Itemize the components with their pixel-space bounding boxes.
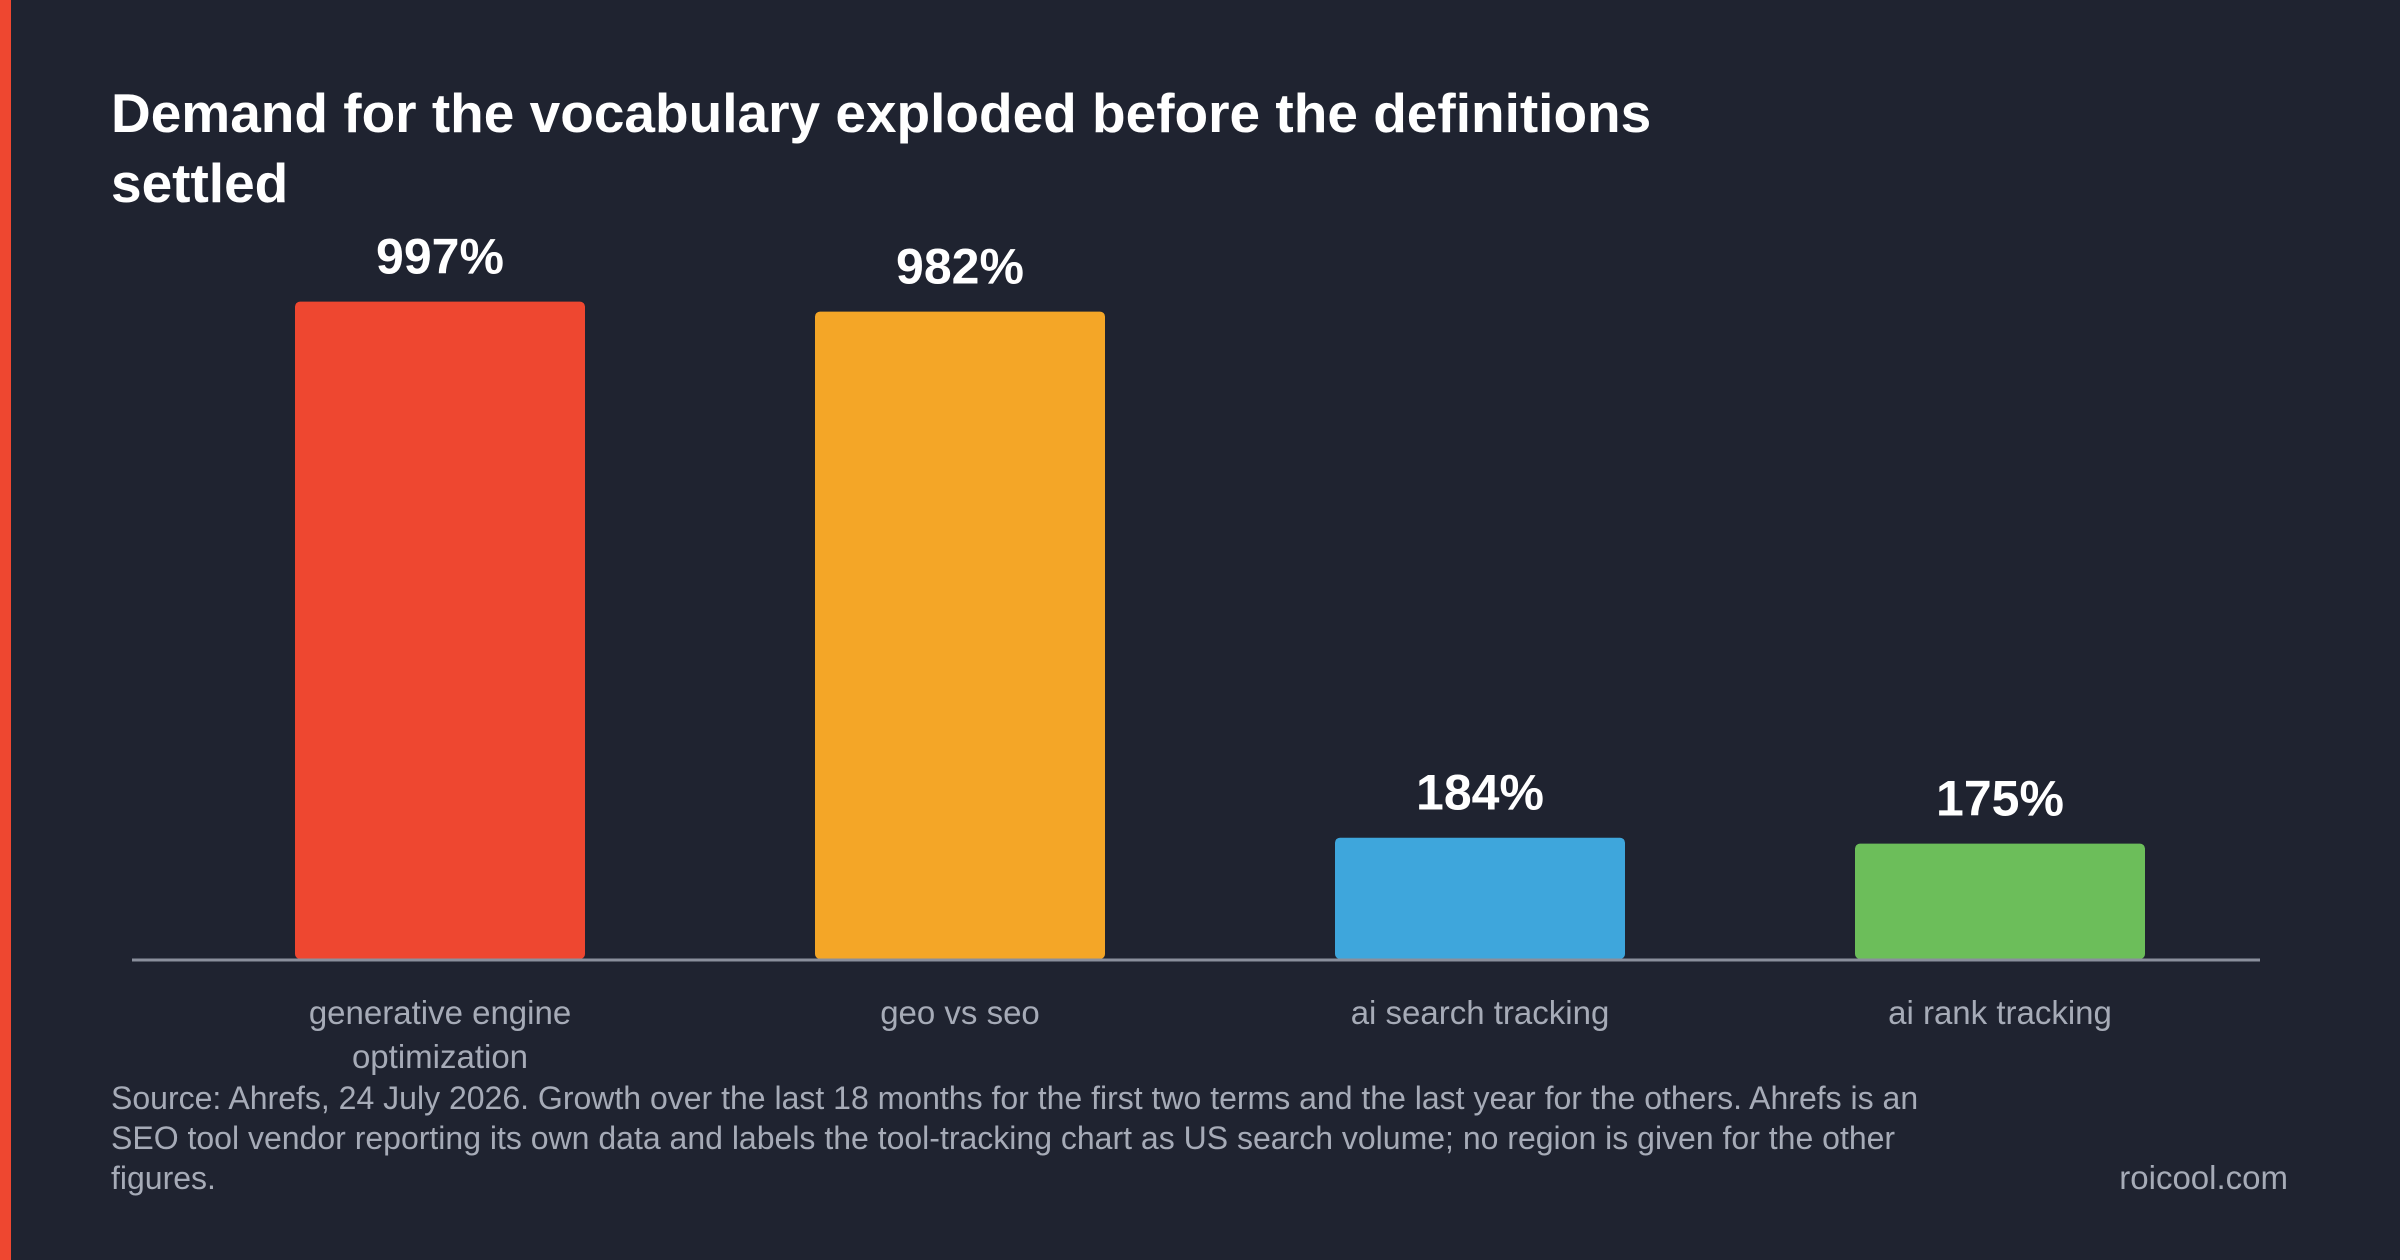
bar-2 — [815, 311, 1105, 960]
value-label-4: 175% — [1936, 771, 2064, 827]
bar-1 — [295, 301, 585, 960]
category-label-1: generative engine optimization — [309, 994, 571, 1075]
bar-3 — [1335, 837, 1625, 959]
value-label-2: 982% — [896, 239, 1024, 295]
value-label-1: 997% — [376, 229, 504, 285]
value-label-3: 184% — [1416, 765, 1544, 821]
chart-title: Demand for the vocabulary exploded befor… — [111, 82, 1652, 214]
category-label-3: ai search tracking — [1351, 994, 1610, 1031]
category-label-2: geo vs seo — [880, 994, 1040, 1031]
category-label-4: ai rank tracking — [1888, 994, 2112, 1031]
source-note: Source: Ahrefs, 24 July 2026. Growth ove… — [111, 1080, 1919, 1196]
accent-bar — [0, 0, 11, 1260]
site-credit: roicool.com — [2119, 1159, 2288, 1196]
bar-4 — [1855, 843, 2145, 959]
